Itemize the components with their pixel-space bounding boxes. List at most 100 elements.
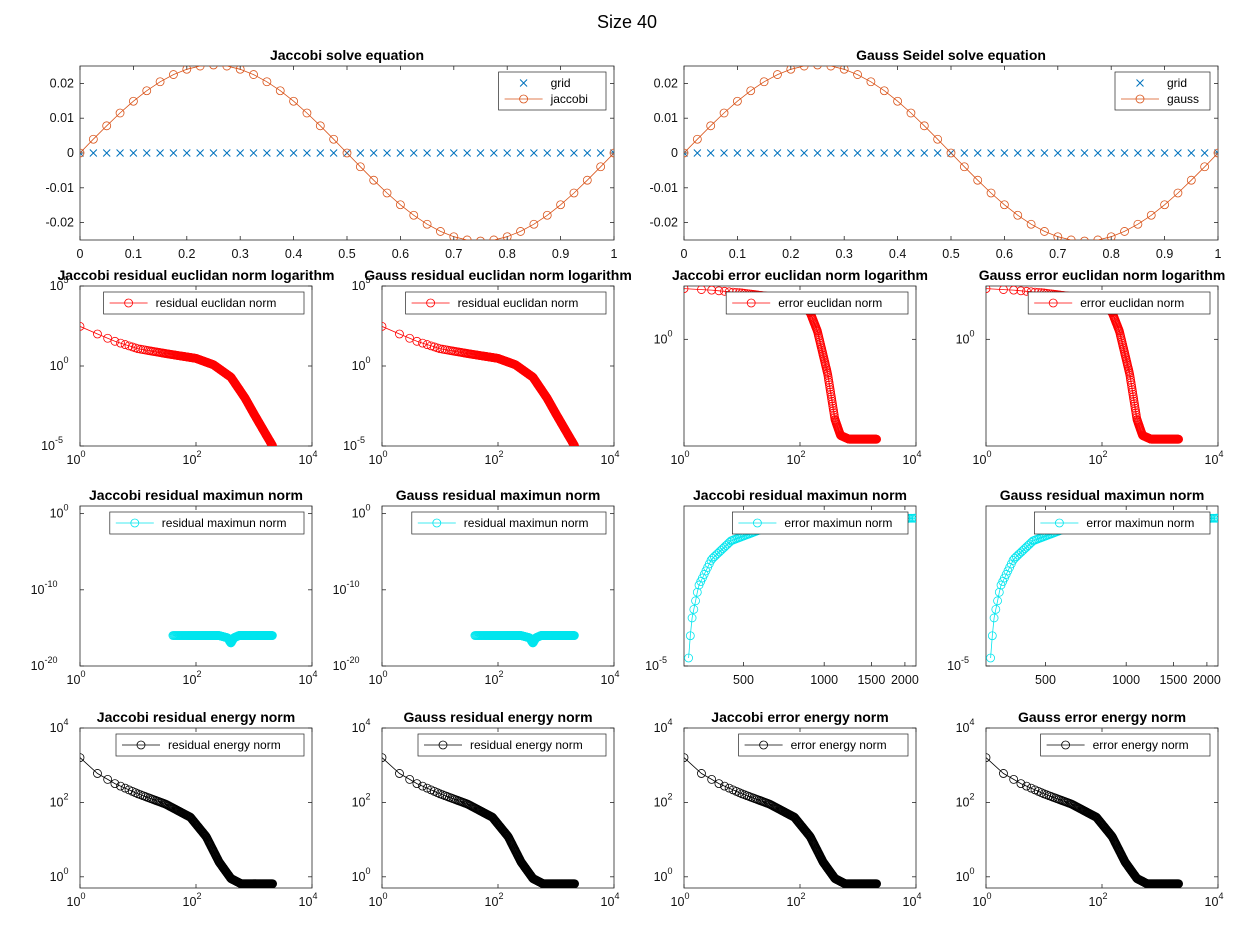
data-point [724, 783, 734, 793]
data-point [1200, 149, 1209, 157]
data-point [583, 149, 592, 157]
x-tick-label: 104 [903, 449, 922, 467]
legend-label: error energy norm [791, 738, 887, 752]
data-point [503, 149, 512, 157]
series-grid [80, 149, 614, 157]
data-point [684, 148, 689, 158]
x-tick-label: 0 [77, 247, 84, 261]
y-tick-label: 100 [352, 866, 371, 884]
data-point [405, 774, 415, 784]
data-point [436, 227, 445, 236]
legend: error maximun norm [732, 511, 909, 535]
data-point [329, 149, 338, 157]
data-point [1134, 149, 1142, 157]
data-point [529, 219, 539, 229]
legend-label: residual energy norm [470, 738, 583, 752]
chart-p8: Gauss residual maximun norm 100 102 104 10-2… [333, 487, 620, 687]
data-point [773, 149, 782, 157]
data-point [369, 175, 379, 185]
data-point [268, 441, 278, 446]
legend-box [1040, 733, 1211, 757]
data-point [412, 779, 422, 789]
data-point [684, 286, 689, 293]
legend-box [738, 733, 909, 757]
data-point [342, 148, 352, 158]
data-point [462, 235, 472, 240]
data-point [110, 779, 120, 789]
data-point [719, 108, 729, 118]
y-tick-label: -0.02 [650, 216, 679, 230]
x-tick-label: 1500 [857, 673, 885, 687]
data-point [946, 148, 956, 158]
data-point [302, 108, 312, 118]
legend-marker [124, 298, 134, 308]
data-point [986, 286, 991, 293]
legend-marker [426, 298, 436, 308]
data-point [395, 329, 404, 339]
data-point [759, 77, 769, 87]
data-point [268, 879, 278, 888]
data-point [994, 587, 1004, 597]
y-tick-label: 100 [352, 355, 371, 373]
legend-box [1114, 71, 1211, 111]
data-point [986, 653, 995, 663]
chart-p4: Gauss residual euclidan norm logarithm10… [343, 267, 632, 467]
chart-p7: Jaccobi residual maximun norm 100 102 104 10… [31, 487, 318, 687]
data-point [289, 96, 299, 106]
chart-p9: Jaccobi residual maximun norm 500 1000 1500… [645, 487, 919, 687]
data-point [405, 333, 415, 343]
y-tick-label: 100 [50, 355, 69, 373]
data-point [222, 149, 231, 157]
y-tick-label: 100 [654, 328, 673, 346]
data-point [1186, 175, 1196, 185]
x-tick-label: 100 [671, 891, 690, 909]
series-error-energy-norm [986, 753, 1184, 888]
data-point [1053, 149, 1062, 157]
data-point [685, 631, 695, 641]
data-point [1080, 149, 1089, 157]
x-tick-label: 0.9 [1156, 247, 1173, 261]
data-point [142, 86, 152, 96]
data-point [1067, 149, 1076, 157]
legend-box [1027, 291, 1211, 315]
data-point [128, 96, 138, 106]
data-point [303, 149, 311, 157]
x-tick-label: 104 [299, 449, 318, 467]
series-residual-maximun-norm [168, 631, 277, 648]
series-residual-energy-norm [80, 753, 278, 888]
data-point [182, 149, 191, 157]
series-gauss [684, 66, 1218, 240]
x-tick-label: 0.3 [836, 247, 853, 261]
x-tick-label: 0.7 [1049, 247, 1066, 261]
data-point [880, 149, 889, 157]
data-point [999, 286, 1008, 294]
data-point [569, 188, 579, 198]
legend-label: grid [551, 76, 571, 90]
y-tick-label: -0.01 [46, 181, 75, 195]
data-point [489, 149, 498, 157]
chart-p2: Gauss Seidel solve equation 0 0.1 0.2 0.3 0.4… [650, 47, 1222, 261]
data-point [1013, 550, 1023, 560]
y-tick-label: 104 [352, 717, 371, 735]
data-point [872, 434, 882, 444]
data-point [1022, 286, 1031, 296]
chart-title: Jaccobi residual maximun norm [89, 487, 303, 503]
data-point [826, 149, 835, 157]
data-point [1146, 210, 1156, 220]
legend-label: jaccobi [550, 92, 588, 106]
x-tick-label: 102 [183, 449, 202, 467]
y-tick-label: 10-5 [41, 435, 63, 453]
x-tick-label: 100 [973, 449, 992, 467]
x-tick-label: 100 [369, 891, 388, 909]
data-point [709, 552, 719, 562]
data-point [449, 149, 458, 157]
legend-marker [519, 79, 528, 87]
y-tick-label: 104 [654, 717, 673, 735]
data-point [196, 149, 205, 157]
data-point [684, 753, 689, 763]
data-point [773, 70, 782, 79]
data-point [102, 121, 112, 131]
data-point [102, 149, 111, 157]
data-point [718, 544, 728, 554]
y-tick-label: 104 [956, 717, 975, 735]
